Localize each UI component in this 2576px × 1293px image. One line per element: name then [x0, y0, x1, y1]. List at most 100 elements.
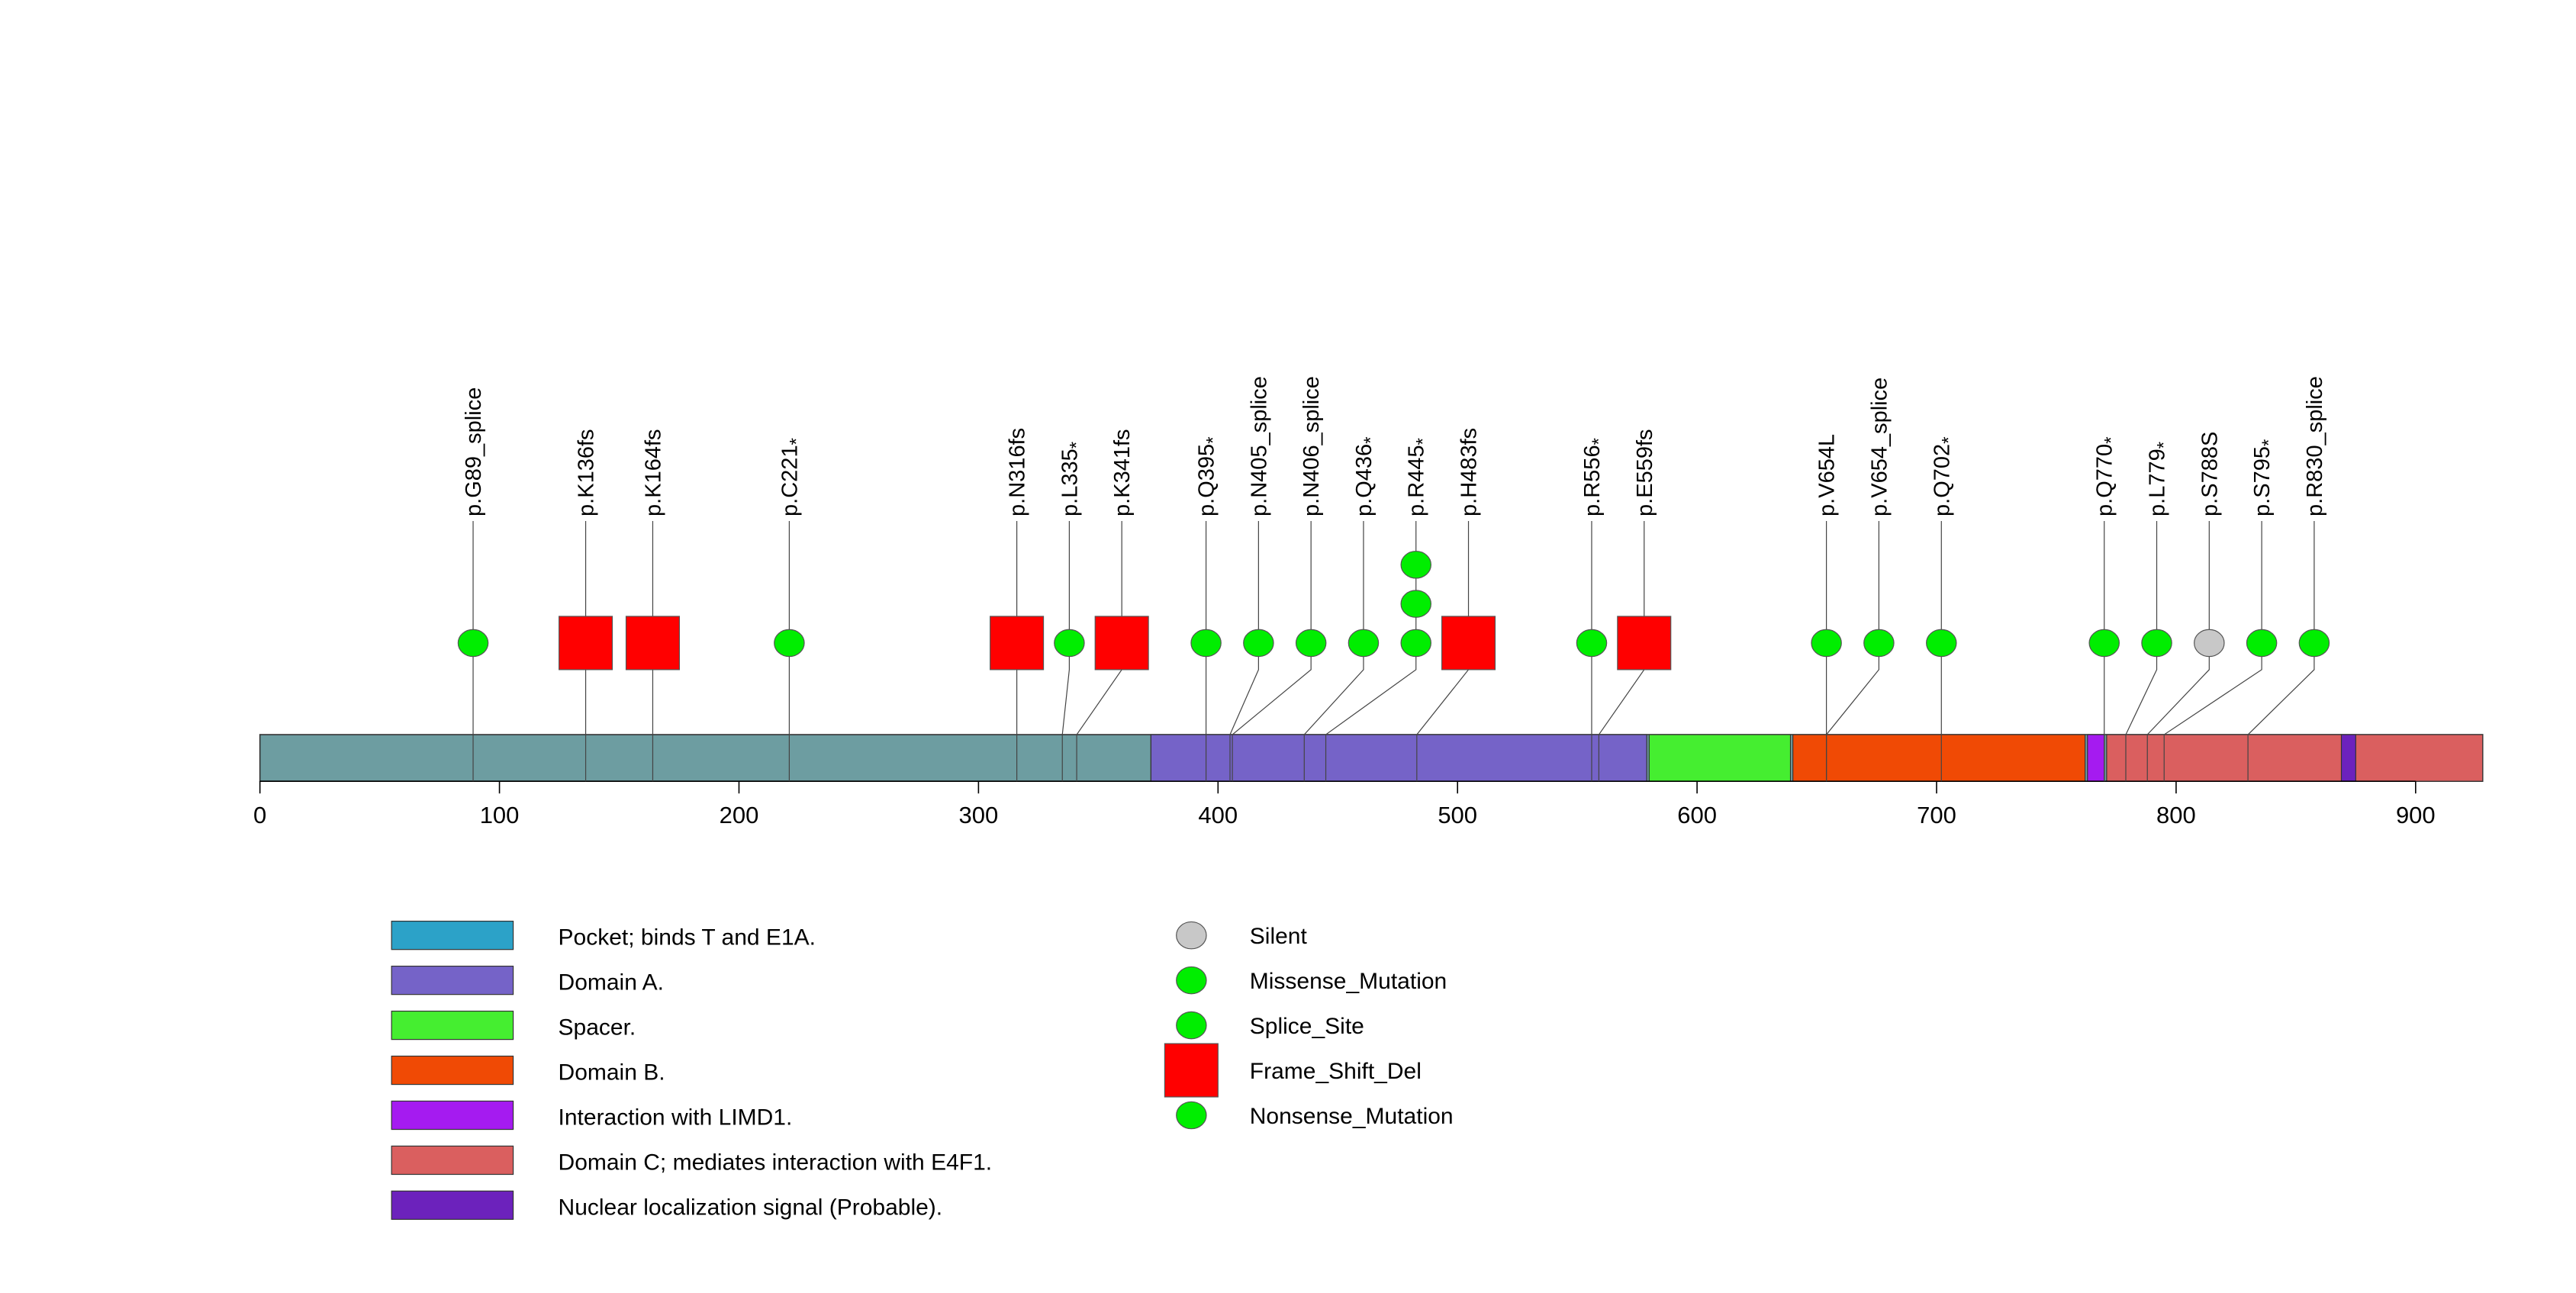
marker-p-h483fs [1441, 616, 1496, 671]
legend-label-missense-mutation: Missense_Mutation [1250, 969, 1447, 994]
label-p-k136fs: p.K136fs [575, 429, 599, 516]
x-tick-label-400: 400 [1198, 802, 1238, 828]
legend-marker-nonsense-mutation [1176, 1101, 1207, 1130]
label-p-r556-stop: p.R556* [1580, 438, 1609, 516]
marker-p-r830-splice [2298, 629, 2330, 658]
marker-p-r556-stop [1576, 629, 1608, 658]
domain-legend: Pocket; binds T and E1A. Domain A. Spacer.… [391, 920, 993, 1221]
domain-spacer [1648, 734, 1792, 782]
connector-p-s795-stop [2163, 520, 2262, 782]
legend-marker-splice-site [1176, 1011, 1207, 1040]
label-p-n405-splice: p.N405_splice [1247, 376, 1271, 516]
marker-p-g89-splice [457, 629, 489, 658]
label-p-n316fs: p.N316fs [1006, 428, 1030, 516]
connector-p-s788s [2146, 520, 2210, 782]
marker-p-q702-stop [1926, 629, 1957, 658]
legend-label-nuclear-localization-signal-probable: Nuclear localization signal (Probable). [559, 1195, 943, 1220]
legend-label-splice-site: Splice_Site [1250, 1014, 1364, 1039]
marker-p-v654-splice [1863, 629, 1895, 658]
x-tick-label-300: 300 [959, 802, 999, 828]
legend-marker-missense-mutation [1176, 966, 1207, 995]
legend-label-nonsense-mutation: Nonsense_Mutation [1250, 1104, 1454, 1129]
legend-marker-silent [1176, 921, 1207, 950]
label-p-n406-splice: p.N406_splice [1299, 376, 1324, 516]
domain-domain-b [1792, 734, 2086, 782]
x-axis: 0 100 200 300 400 500 600 700 800 900 [253, 780, 2436, 828]
legend-label-spacer: Spacer. [559, 1015, 636, 1041]
protein-domains [259, 734, 2484, 782]
marker-p-n406-splice [1295, 629, 1327, 658]
legend-swatch-domain-a [391, 965, 514, 995]
marker-p-e559fs [1617, 616, 1672, 671]
legend-label-domain-b: Domain B. [559, 1060, 665, 1086]
legend-swatch-interaction-with-limd1 [391, 1100, 514, 1131]
connector-p-n406-splice [1232, 520, 1312, 782]
marker-p-q436-stop [1348, 629, 1380, 658]
marker-p-s795-stop [2246, 629, 2278, 658]
label-p-q436-stop: p.Q436* [1352, 436, 1381, 516]
connector-p-k341fs [1076, 520, 1122, 782]
connector-p-l335-stop [1061, 520, 1070, 782]
legend-swatch-spacer [391, 1010, 514, 1041]
label-p-v654l: p.V654L [1815, 434, 1840, 516]
connector-p-e559fs [1598, 520, 1645, 782]
marker-p-q395-stop [1190, 629, 1222, 658]
marker-p-l335-stop [1054, 629, 1085, 658]
legend-marker-frame-shift-del [1164, 1043, 1219, 1098]
connector-p-l779-stop [2125, 520, 2158, 782]
legend-label-domain-c-mediates-interaction-with-e4f1: Domain C; mediates interaction with E4F1… [559, 1150, 993, 1176]
marker-p-r445-stop [1400, 629, 1431, 658]
label-p-q702-stop: p.Q702* [1930, 436, 1959, 516]
legend-swatch-nuclear-localization-signal-probable [391, 1190, 514, 1221]
label-p-c221-stop: p.C221* [778, 438, 807, 516]
label-p-g89-splice: p.G89_splice [462, 388, 486, 516]
legend-label-pocket-binds-t-and-e1a: Pocket; binds T and E1A. [559, 925, 816, 950]
mutation-markers [457, 550, 2330, 671]
label-p-h483fs: p.H483fs [1457, 428, 1482, 516]
label-p-v654-splice: p.V654_splice [1867, 378, 1892, 516]
label-p-r445-stop: p.R445* [1405, 438, 1434, 516]
domain-interaction-with-limd1 [2087, 734, 2105, 782]
marker-p-l779-stop [2141, 629, 2172, 658]
label-p-s788s: p.S788S [2198, 432, 2222, 516]
legend-label-silent: Silent [1250, 924, 1308, 949]
mutation-labels: p.G89_splice p.K136fs p.K164fs p.C221* p.N31… [462, 376, 2327, 516]
legend-swatch-domain-b [391, 1055, 514, 1086]
x-tick-label-500: 500 [1438, 802, 1477, 828]
legend-label-domain-a: Domain A. [559, 970, 664, 995]
x-tick-label-900: 900 [2396, 802, 2436, 828]
label-p-l335-stop: p.L335* [1058, 442, 1087, 516]
legend-swatch-domain-c-mediates-interaction-with-e4f1 [391, 1145, 514, 1176]
marker-p-s788s [2194, 629, 2225, 658]
x-tick-label-600: 600 [1677, 802, 1717, 828]
label-p-q395-stop: p.Q395* [1195, 436, 1224, 516]
marker-p-n316fs [990, 616, 1045, 671]
x-tick-label-800: 800 [2156, 802, 2196, 828]
label-p-q770-stop: p.Q770* [2093, 436, 2122, 516]
label-p-e559fs: p.E559fs [1633, 429, 1657, 516]
x-tick-label-0: 0 [253, 802, 266, 828]
label-p-r830-splice: p.R830_splice [2303, 376, 2327, 516]
legend-label-frame-shift-del: Frame_Shift_Del [1250, 1059, 1422, 1084]
label-p-k164fs: p.K164fs [641, 429, 665, 516]
connector-p-n405-splice [1229, 520, 1259, 782]
marker-p-r445-stop-1 [1400, 590, 1431, 618]
connector-p-h483fs [1416, 520, 1470, 782]
marker-p-k136fs [559, 616, 613, 671]
legend-label-interaction-with-limd1: Interaction with LIMD1. [559, 1105, 793, 1131]
x-tick-label-700: 700 [1917, 802, 1956, 828]
mutation-type-legend: Silent Missense_Mutation Splice_Site Frame_… [1164, 921, 1454, 1130]
marker-p-q770-stop [2088, 629, 2120, 658]
domain-nuclear-localization-signal-probable [2340, 734, 2356, 782]
marker-p-n405-splice [1243, 629, 1274, 658]
domain-domain-c-mediates-interaction-with-e4f1 [2106, 734, 2484, 782]
connector-p-q436-stop [1303, 520, 1364, 782]
connector-p-r830-splice [2247, 520, 2315, 782]
marker-p-v654l [1811, 629, 1842, 658]
marker-p-r445-stop-2 [1400, 550, 1431, 579]
label-p-k341fs: p.K341fs [1110, 429, 1135, 516]
legend-swatch-pocket-binds-t-and-e1a [391, 920, 514, 950]
marker-p-k341fs [1094, 616, 1149, 671]
